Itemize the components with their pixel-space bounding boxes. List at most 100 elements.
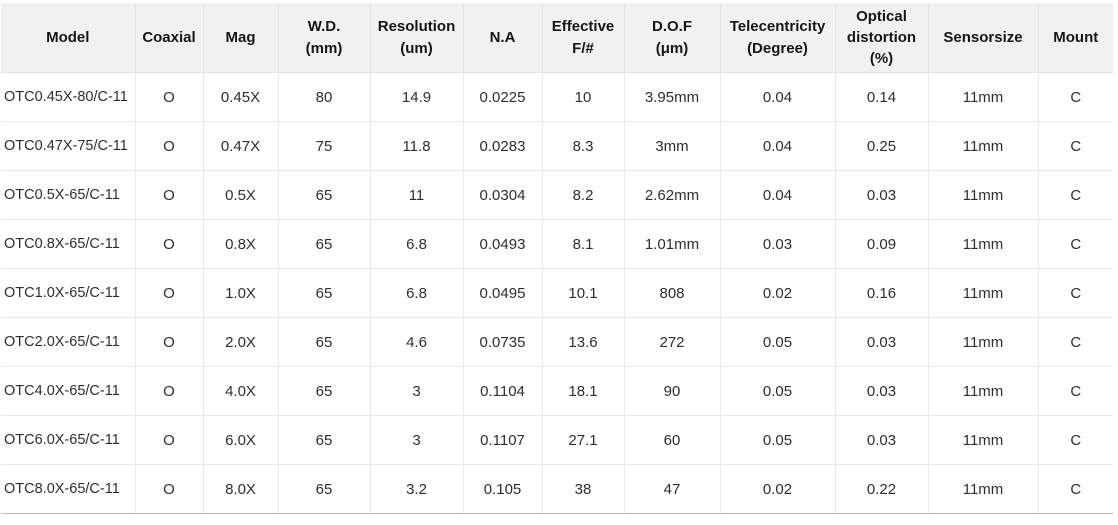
value-cell: C	[1037, 121, 1113, 171]
value-cell: 0.45X	[202, 72, 279, 122]
table-row: OTC0.45X-80/C-11 O 0.45X 80 14.9 0.0225 10 3.95…	[1, 72, 1113, 122]
value-cell: 2.0X	[202, 317, 279, 367]
value-cell: O	[134, 72, 204, 122]
value-cell: C	[1037, 317, 1113, 367]
value-cell: 65	[277, 415, 371, 465]
value-cell: 0.16	[834, 268, 929, 318]
value-cell: 60	[623, 415, 721, 465]
table-row: OTC0.47X-75/C-11 O 0.47X 75 11.8 0.0283 8.3 3mm…	[1, 121, 1113, 171]
value-cell: O	[134, 219, 204, 269]
value-cell: 3mm	[623, 121, 721, 171]
value-cell: C	[1037, 219, 1113, 269]
value-cell: 11mm	[927, 268, 1039, 318]
model-cell: OTC4.0X-65/C-11	[1, 366, 136, 416]
value-cell: 11mm	[927, 415, 1039, 465]
model-cell: OTC1.0X-65/C-11	[1, 268, 136, 318]
column-header-4: Resolution (um)	[369, 3, 464, 73]
model-cell: OTC0.45X-80/C-11	[1, 72, 136, 122]
table-row: OTC0.5X-65/C-11 O 0.5X 65 11 0.0304 8.2 2.62mm 0…	[1, 170, 1113, 220]
value-cell: C	[1037, 170, 1113, 220]
value-cell: 0.5X	[202, 170, 279, 220]
value-cell: 0.09	[834, 219, 929, 269]
value-cell: 3	[369, 366, 464, 416]
column-header-10: Sensorsize	[927, 3, 1039, 73]
column-header-6: Effective F/#	[541, 3, 625, 73]
value-cell: 0.8X	[202, 219, 279, 269]
value-cell: C	[1037, 366, 1113, 416]
value-cell: 65	[277, 170, 371, 220]
value-cell: 0.0495	[462, 268, 543, 318]
table-body: OTC0.45X-80/C-11 O 0.45X 80 14.9 0.0225 10 3.95…	[1, 72, 1113, 514]
value-cell: 0.03	[834, 170, 929, 220]
table-row: OTC4.0X-65/C-11 O 4.0X 65 3 0.1104 18.1 90 0.05 0…	[1, 366, 1113, 416]
model-cell: OTC8.0X-65/C-11	[1, 464, 136, 514]
value-cell: 0.47X	[202, 121, 279, 171]
value-cell: 11.8	[369, 121, 464, 171]
value-cell: 75	[277, 121, 371, 171]
value-cell: 272	[623, 317, 721, 367]
value-cell: 14.9	[369, 72, 464, 122]
value-cell: 38	[541, 464, 625, 514]
column-header-11: Mount	[1037, 3, 1113, 73]
column-header-9: Optical distortion (%)	[834, 3, 929, 73]
model-cell: OTC6.0X-65/C-11	[1, 415, 136, 465]
table-row: OTC2.0X-65/C-11 O 2.0X 65 4.6 0.0735 13.6 272 0.…	[1, 317, 1113, 367]
value-cell: 1.01mm	[623, 219, 721, 269]
value-cell: 65	[277, 366, 371, 416]
value-cell: 0.03	[834, 366, 929, 416]
value-cell: 0.0225	[462, 72, 543, 122]
table-row: OTC8.0X-65/C-11 O 8.0X 65 3.2 0.105 38 47 0.02 0.…	[1, 464, 1113, 514]
value-cell: 0.05	[719, 366, 836, 416]
column-header-3: W.D. (mm)	[277, 3, 371, 73]
value-cell: 27.1	[541, 415, 625, 465]
value-cell: 0.04	[719, 72, 836, 122]
value-cell: 11mm	[927, 72, 1039, 122]
value-cell: 3	[369, 415, 464, 465]
table-row: OTC6.0X-65/C-11 O 6.0X 65 3 0.1107 27.1 60 0.05 0…	[1, 415, 1113, 465]
table-header: Model Coaxial Mag W.D. (mm) Resolution (um) N…	[1, 3, 1113, 73]
value-cell: 0.0304	[462, 170, 543, 220]
value-cell: O	[134, 268, 204, 318]
value-cell: 0.1107	[462, 415, 543, 465]
value-cell: 10	[541, 72, 625, 122]
value-cell: 4.6	[369, 317, 464, 367]
value-cell: 6.0X	[202, 415, 279, 465]
value-cell: 0.14	[834, 72, 929, 122]
value-cell: 0.05	[719, 415, 836, 465]
value-cell: O	[134, 121, 204, 171]
value-cell: 3.95mm	[623, 72, 721, 122]
value-cell: 11mm	[927, 170, 1039, 220]
value-cell: 1.0X	[202, 268, 279, 318]
value-cell: 11mm	[927, 219, 1039, 269]
column-header-7: D.O.F (μm)	[623, 3, 721, 73]
column-header-0: Model	[1, 3, 136, 73]
value-cell: 80	[277, 72, 371, 122]
value-cell: 11	[369, 170, 464, 220]
value-cell: C	[1037, 268, 1113, 318]
value-cell: 0.1104	[462, 366, 543, 416]
value-cell: C	[1037, 72, 1113, 122]
table-row: OTC0.8X-65/C-11 O 0.8X 65 6.8 0.0493 8.1 1.01mm…	[1, 219, 1113, 269]
value-cell: 6.8	[369, 219, 464, 269]
column-header-5: N.A	[462, 3, 543, 73]
column-header-1: Coaxial	[134, 3, 204, 73]
value-cell: 4.0X	[202, 366, 279, 416]
value-cell: 11mm	[927, 121, 1039, 171]
value-cell: O	[134, 170, 204, 220]
value-cell: 0.03	[719, 219, 836, 269]
value-cell: 11mm	[927, 464, 1039, 514]
value-cell: 808	[623, 268, 721, 318]
lens-spec-table: Model Coaxial Mag W.D. (mm) Resolution (um) N…	[1, 3, 1113, 514]
value-cell: 6.8	[369, 268, 464, 318]
table-row: OTC1.0X-65/C-11 O 1.0X 65 6.8 0.0495 10.1 808 0.…	[1, 268, 1113, 318]
column-header-8: Telecentricity (Degree)	[719, 3, 836, 73]
value-cell: 8.1	[541, 219, 625, 269]
value-cell: 11mm	[927, 317, 1039, 367]
value-cell: 0.25	[834, 121, 929, 171]
value-cell: 10.1	[541, 268, 625, 318]
header-row: Model Coaxial Mag W.D. (mm) Resolution (um) N…	[1, 3, 1113, 73]
value-cell: 0.03	[834, 317, 929, 367]
value-cell: 13.6	[541, 317, 625, 367]
value-cell: 47	[623, 464, 721, 514]
value-cell: O	[134, 464, 204, 514]
